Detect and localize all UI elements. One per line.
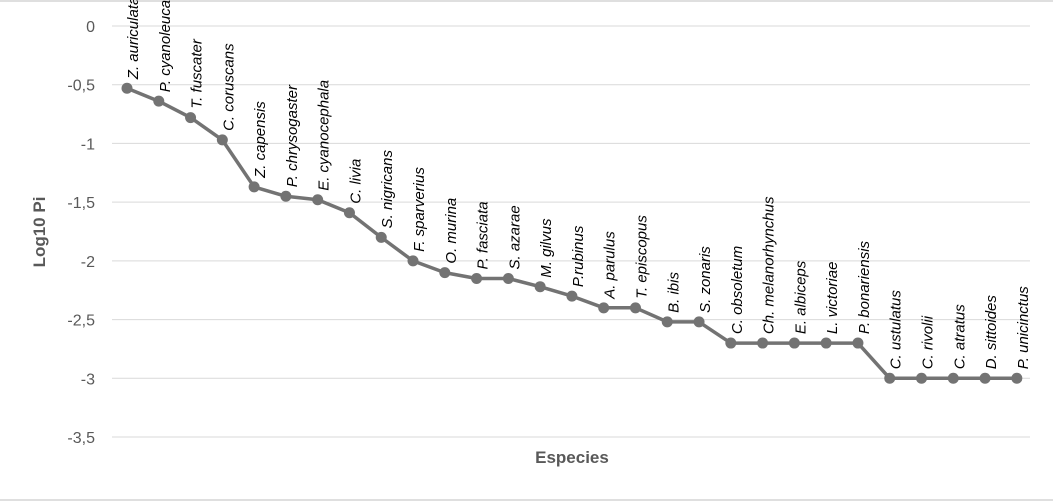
category-label: P. bonariensis xyxy=(856,240,873,334)
category-label: D. sittoides xyxy=(983,295,1000,370)
category-label: L. victoriae xyxy=(824,262,841,335)
y-tick-label: -3,5 xyxy=(67,430,95,447)
data-point xyxy=(598,302,610,314)
data-point xyxy=(788,337,800,349)
category-label: C. rivolii xyxy=(920,315,937,369)
category-label: P. fasciata xyxy=(475,201,492,269)
data-point xyxy=(280,190,292,202)
category-label: E. albiceps xyxy=(792,260,809,334)
data-point xyxy=(661,316,673,328)
data-point xyxy=(852,337,864,349)
y-tick-label: 0 xyxy=(86,19,95,36)
data-point xyxy=(725,337,737,349)
x-axis-title: Especies xyxy=(535,448,609,467)
category-label: T. fuscater xyxy=(189,38,206,108)
category-label: Ch. melanorhynchus xyxy=(761,196,778,334)
category-label: C. livia xyxy=(348,159,365,204)
category-label: S. zonaris xyxy=(697,246,714,313)
data-point xyxy=(312,194,324,206)
data-point xyxy=(1011,372,1023,384)
data-point xyxy=(216,134,228,146)
data-point xyxy=(629,302,641,314)
data-point xyxy=(534,281,546,293)
data-point xyxy=(502,272,514,284)
category-label: C. obsoletum xyxy=(729,246,746,334)
data-point xyxy=(248,181,260,193)
category-label: M. gilvus xyxy=(538,218,555,278)
data-point xyxy=(820,337,832,349)
gridlines xyxy=(112,25,1030,438)
data-point xyxy=(121,82,133,94)
y-tick-label: -2,5 xyxy=(67,313,95,330)
y-tick-label: -0,5 xyxy=(67,78,95,95)
data-point xyxy=(884,372,896,384)
data-point xyxy=(153,95,165,107)
category-label: C. ustulatus xyxy=(888,290,905,370)
category-label: P. cyanoleuca xyxy=(157,0,174,92)
data-point xyxy=(185,112,197,124)
category-label: P. chrysogaster xyxy=(284,84,301,187)
category-label: S. nigricans xyxy=(379,150,396,229)
data-point xyxy=(979,372,991,384)
data-point xyxy=(439,267,451,279)
y-tick-label: -1 xyxy=(81,136,95,153)
category-label: C. atratus xyxy=(951,304,968,370)
category-label: P.rubinus xyxy=(570,225,587,287)
data-point xyxy=(566,290,578,302)
data-point xyxy=(916,372,927,384)
category-label: P. unicinctus xyxy=(1015,286,1032,370)
y-tick-label: -1,5 xyxy=(67,195,95,212)
data-point xyxy=(693,316,705,328)
data-point xyxy=(757,337,769,349)
data-points xyxy=(121,82,1023,384)
category-label: S. azarae xyxy=(506,205,523,269)
category-label: F. sparverius xyxy=(411,167,428,252)
category-label: C. coruscans xyxy=(220,43,237,131)
category-label: O. murina xyxy=(443,198,460,264)
category-label: Z. capensis xyxy=(252,101,269,179)
category-label: Z. auriculata xyxy=(125,0,142,80)
data-point xyxy=(343,207,355,219)
data-point xyxy=(947,372,959,384)
category-label: E. cyanocephala xyxy=(316,80,333,191)
data-point xyxy=(407,255,419,267)
category-labels: Z. auriculata P. cyanoleuca T. fuscater C. … xyxy=(125,0,1032,369)
category-label: T. episcopus xyxy=(634,215,651,299)
category-label: A. parulus xyxy=(602,231,619,300)
y-axis-title: Log10 Pi xyxy=(30,197,49,268)
y-axis-ticks: 0 -0,5 -1 -1,5 -2 -2,5 -3 -3,5 xyxy=(67,19,95,447)
category-label: B. ibis xyxy=(665,272,682,313)
data-point xyxy=(471,272,483,284)
y-tick-label: -2 xyxy=(81,254,95,271)
data-point xyxy=(375,231,387,243)
y-tick-label: -3 xyxy=(81,371,95,388)
